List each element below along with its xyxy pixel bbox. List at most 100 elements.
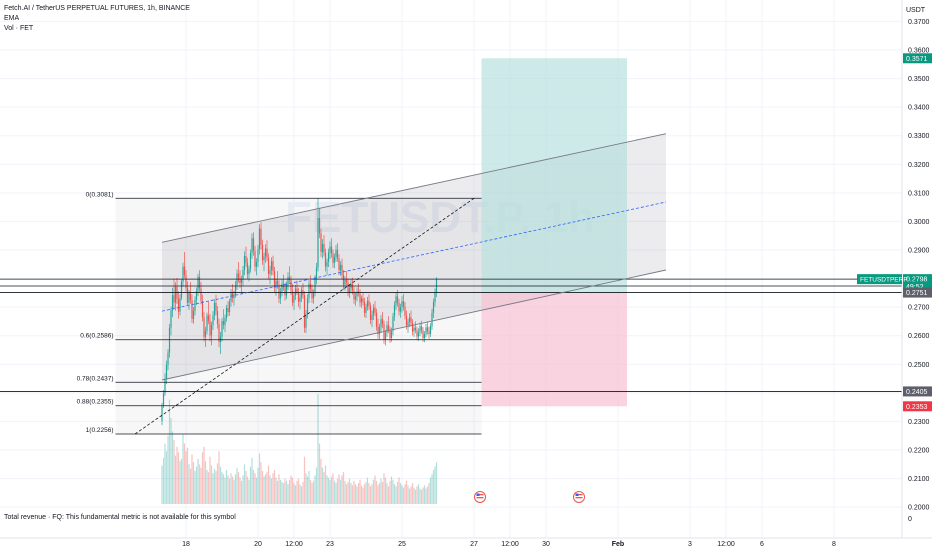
candle-body	[168, 327, 171, 353]
candle-body	[210, 325, 213, 336]
volume-bar	[179, 461, 181, 504]
volume-bar	[164, 443, 166, 504]
candle-body	[318, 218, 321, 234]
volume-bar	[405, 480, 408, 504]
candle-body	[372, 307, 375, 315]
fib-level-label: 0.78(0.2437)	[77, 375, 114, 382]
candle-body	[227, 308, 229, 312]
candle-body	[422, 330, 424, 338]
candle-body	[270, 261, 273, 271]
y-tick-label: 0.2200	[908, 448, 930, 455]
volume-bar	[416, 486, 418, 504]
candle-body	[231, 292, 234, 298]
volume-bar	[246, 476, 249, 504]
volume-bar	[291, 477, 294, 504]
volume-bar	[380, 478, 382, 504]
volume-bar	[420, 489, 423, 504]
volume-bar	[431, 474, 433, 504]
plot-area[interactable]	[0, 58, 902, 504]
candle-body	[326, 262, 328, 267]
volume-bar	[293, 483, 295, 504]
candle-body	[215, 302, 217, 312]
volume-bar	[278, 474, 280, 504]
volume-bar	[294, 485, 297, 504]
volume-bar	[423, 485, 426, 504]
candles-layer	[161, 198, 438, 426]
volume-bar	[261, 471, 264, 504]
candle-body	[323, 244, 325, 253]
candle-body	[311, 289, 313, 299]
volume-bar	[290, 475, 292, 504]
volume-bar	[425, 488, 427, 504]
volume-bar	[363, 484, 366, 504]
volume-bar	[260, 462, 262, 504]
candle-body	[402, 301, 405, 307]
candle-body	[290, 280, 292, 291]
candle-body	[392, 316, 394, 332]
candle-body	[249, 253, 252, 270]
price-badge-label: 49:52	[906, 284, 924, 291]
volume-bar	[386, 483, 388, 504]
candle-body	[228, 301, 231, 312]
channel-upper-line[interactable]	[161, 133, 667, 243]
drawing-lines-layer[interactable]	[0, 133, 902, 435]
volume-bar	[200, 467, 202, 504]
volume-bar	[347, 482, 349, 504]
volume-bar	[326, 475, 328, 504]
candle-body	[230, 292, 232, 302]
volume-bar	[222, 474, 225, 504]
channel-lower-line[interactable]	[161, 269, 667, 381]
volume-bar	[303, 456, 306, 504]
candle-body	[375, 312, 378, 327]
volume-bar	[236, 467, 238, 504]
volume-bar	[381, 482, 384, 504]
symbol-title[interactable]: Fetch.AI / TetherUS PERPETUAL FUTURES, 1…	[4, 5, 190, 12]
candle-body	[416, 330, 418, 337]
price-badge-label: 0.3571	[906, 56, 928, 63]
volume-bar	[435, 462, 438, 504]
time-axis[interactable]: 18 20 12:00 23 25 27 12:00 30 Feb 3 12:00 6 8	[182, 541, 836, 548]
volume-bar	[422, 487, 424, 504]
volume-bar	[360, 485, 363, 504]
candle-body	[399, 307, 402, 312]
volume-bar	[314, 475, 316, 504]
candle-body	[275, 280, 277, 288]
channel-midline[interactable]	[161, 201, 667, 312]
event-icons-layer[interactable]	[474, 491, 585, 503]
candle-body	[191, 300, 193, 319]
candle-body	[429, 326, 432, 334]
volume-bar	[317, 394, 319, 504]
y-tick-label: 0.2900	[908, 248, 930, 255]
trend-line[interactable]	[134, 197, 475, 435]
volume-bar	[267, 465, 270, 504]
candle-body	[299, 297, 301, 302]
volume-bar	[165, 451, 168, 504]
candle-body	[246, 262, 249, 275]
candle-body	[240, 279, 243, 284]
volume-bar	[345, 484, 348, 504]
volume-bar	[254, 473, 256, 504]
candle-body	[248, 269, 250, 275]
candle-body	[261, 244, 264, 261]
volume-indicator-label[interactable]: Vol · FET	[4, 25, 34, 32]
candle-body	[362, 298, 364, 302]
volume-bar	[339, 479, 342, 504]
volume-bar	[251, 457, 253, 504]
candle-body	[387, 325, 390, 331]
price-badge	[903, 386, 932, 397]
candle-body	[296, 288, 298, 293]
price-badge-label: 0.2353	[906, 404, 928, 411]
volume-bar	[213, 468, 216, 504]
ema-indicator-label[interactable]: EMA	[4, 15, 20, 22]
candle-body	[188, 293, 190, 303]
candle-body	[324, 252, 327, 267]
candle-body	[410, 317, 412, 323]
candle-body	[393, 304, 396, 317]
candle-body	[222, 321, 225, 325]
x-tick-label: 25	[398, 541, 406, 548]
volume-bar	[228, 478, 231, 504]
volume-bar	[227, 475, 229, 504]
volume-bar	[362, 487, 364, 504]
stop-zone	[481, 292, 627, 407]
